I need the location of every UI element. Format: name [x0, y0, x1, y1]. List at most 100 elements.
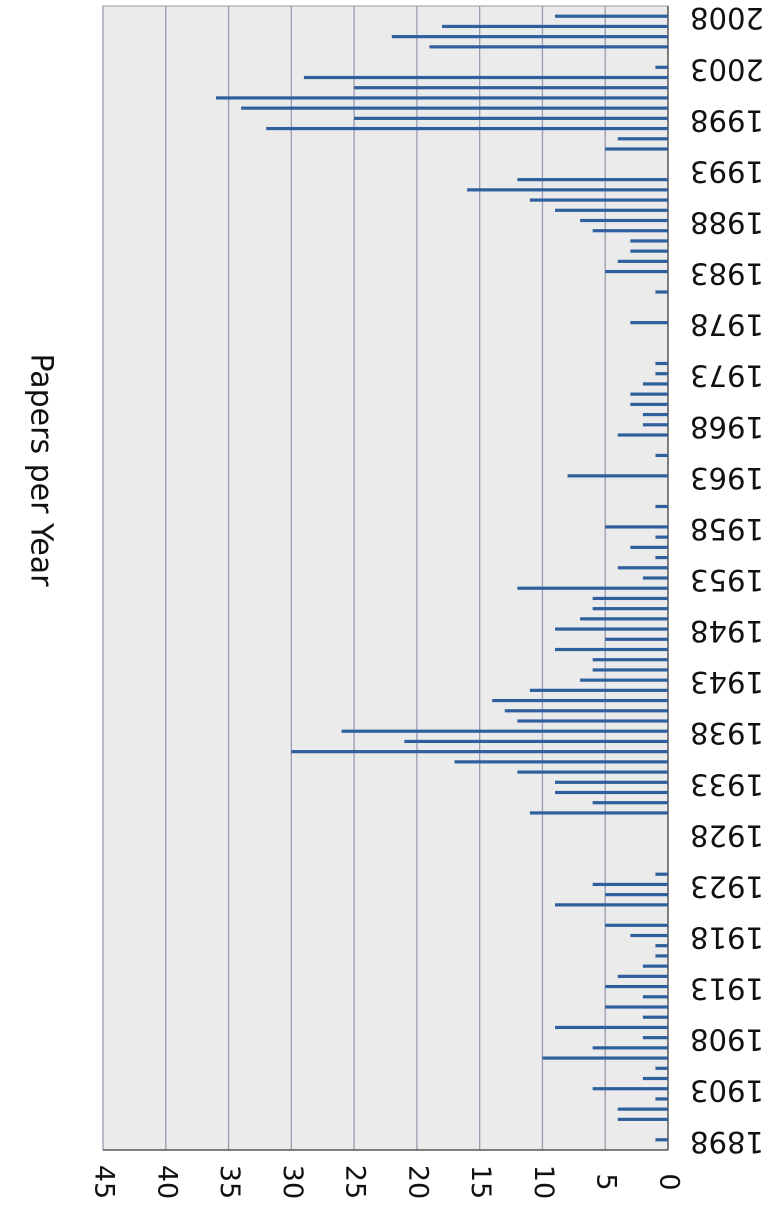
bar-1989 [555, 208, 668, 212]
bar-1940 [504, 709, 668, 713]
year-tick-2003: 2003 [690, 52, 764, 86]
bar-2007 [442, 24, 668, 29]
bar-1949 [580, 617, 668, 621]
chart-title-group: Papers per Year [24, 353, 59, 587]
value-tick-20: 20 [402, 1165, 433, 1199]
year-tick-1918: 1918 [690, 921, 764, 955]
bar-2008 [555, 14, 668, 18]
bars [216, 14, 668, 1142]
bar-1968 [642, 423, 668, 427]
bar-1965 [655, 453, 668, 458]
bar-1990 [529, 198, 668, 202]
bar-1903 [592, 1087, 668, 1091]
year-tick-1933: 1933 [690, 767, 764, 801]
bar-2001 [354, 86, 668, 90]
bar-1922 [605, 893, 668, 897]
gridlines [102, 6, 669, 1151]
year-tick-1958: 1958 [690, 512, 764, 546]
bar-1946 [555, 647, 668, 652]
bar-1909 [555, 1025, 668, 1030]
year-tick-1948: 1948 [690, 614, 764, 648]
bar-1999 [241, 106, 668, 110]
bar-1992 [517, 178, 668, 182]
value-tick-40: 40 [151, 1165, 182, 1199]
year-tick-1913: 1913 [690, 972, 764, 1006]
year-tick-1968: 1968 [690, 410, 764, 444]
bar-1952 [517, 586, 668, 590]
bar-1931 [592, 801, 668, 805]
year-tick-1978: 1978 [690, 308, 764, 342]
bar-1915 [642, 964, 668, 968]
bar-1908 [642, 1036, 668, 1040]
year-tick-1943: 1943 [690, 665, 764, 699]
year-tick-1998: 1998 [690, 103, 764, 137]
bar-1983 [605, 269, 668, 274]
year-tick-1903: 1903 [690, 1074, 764, 1108]
bar-1955 [655, 555, 668, 560]
bar-1951 [592, 596, 668, 601]
year-tick-1973: 1973 [690, 359, 764, 393]
year-tick-1963: 1963 [690, 461, 764, 495]
bar-1941 [492, 698, 668, 703]
value-tick-15: 15 [465, 1165, 496, 1199]
value-tick-0: 0 [654, 1173, 685, 1190]
bar-2002 [303, 75, 668, 80]
bar-1910 [642, 1015, 668, 1019]
plot-background [102, 5, 669, 1151]
bar-1932 [555, 790, 668, 795]
bar-1939 [517, 719, 668, 723]
bar-1950 [592, 607, 668, 611]
bar-1923 [592, 882, 668, 887]
value-tick-35: 35 [214, 1165, 245, 1199]
year-axis-ticks: 1898 1903 1908 1913 1918 1923 1928 1933 1938 1943… [690, 1, 764, 1159]
year-tick-1993: 1993 [690, 154, 764, 188]
bar-1943 [580, 678, 668, 682]
bar-1916 [655, 954, 668, 958]
bar-1930 [529, 811, 668, 815]
bar-1969 [642, 412, 668, 417]
year-tick-1953: 1953 [690, 563, 764, 597]
value-tick-45: 45 [89, 1165, 120, 1199]
bar-1906 [542, 1056, 668, 1060]
bar-1902 [655, 1097, 668, 1101]
bar-1944 [592, 668, 668, 672]
bar-1960 [655, 504, 668, 509]
bar-1935 [454, 760, 668, 764]
bar-1913 [605, 984, 668, 989]
bar-1900 [617, 1117, 668, 1121]
bar-1998 [354, 116, 668, 120]
bar-1914 [617, 974, 668, 978]
bar-1924 [655, 872, 668, 876]
bar-1947 [605, 637, 668, 641]
bar-1997 [266, 126, 668, 131]
bar-1958 [605, 525, 668, 529]
bar-1907 [592, 1046, 668, 1050]
chart-title: Papers per Year [24, 353, 59, 587]
bar-1956 [630, 545, 668, 549]
bar-2005 [429, 45, 668, 49]
bar-2006 [391, 35, 668, 39]
bar-2000 [216, 96, 668, 100]
bar-1971 [630, 392, 668, 396]
bar-1945 [592, 658, 668, 662]
bar-1898 [655, 1138, 668, 1142]
plot-area [102, 5, 669, 1151]
year-tick-1983: 1983 [690, 257, 764, 291]
year-tick-1923: 1923 [690, 869, 764, 903]
bar-2003 [655, 65, 668, 69]
value-tick-5: 5 [591, 1173, 622, 1190]
bar-1905 [655, 1066, 668, 1070]
year-tick-1928: 1928 [690, 818, 764, 852]
year-tick-1898: 1898 [690, 1125, 764, 1159]
bar-1991 [467, 188, 668, 192]
year-tick-1938: 1938 [690, 716, 764, 750]
bar-1996 [617, 137, 668, 141]
bar-1911 [605, 1005, 668, 1009]
bar-1904 [642, 1076, 668, 1081]
bar-1942 [529, 688, 668, 692]
bar-1984 [617, 259, 668, 263]
bar-1912 [642, 995, 668, 999]
bar-1938 [341, 729, 668, 733]
year-tick-1988: 1988 [690, 206, 764, 240]
